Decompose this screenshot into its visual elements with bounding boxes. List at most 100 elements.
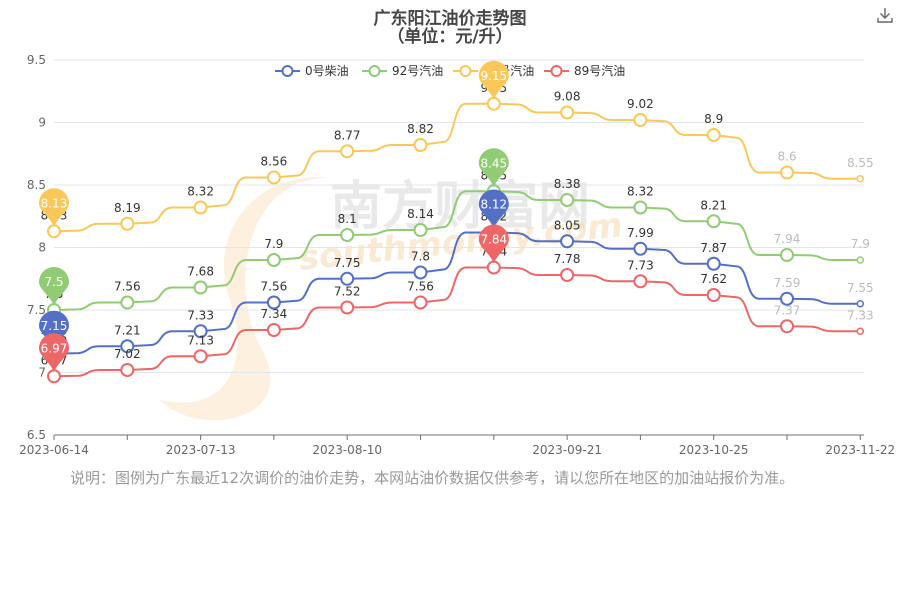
data-label: 7.33 xyxy=(847,308,874,322)
data-point[interactable] xyxy=(856,256,865,264)
data-point[interactable] xyxy=(413,295,428,310)
pin-shape xyxy=(478,148,509,188)
data-point[interactable] xyxy=(340,144,355,159)
series-line xyxy=(53,190,861,311)
watermark: 南方财富网 southmoney.com xyxy=(160,177,624,421)
data-label: 8.32 xyxy=(187,185,214,199)
data-point[interactable] xyxy=(633,200,648,215)
pin-marker: 7.84 xyxy=(478,224,509,264)
data-point[interactable] xyxy=(120,216,135,231)
data-label: 8.9 xyxy=(704,112,723,126)
chart-title: 广东阳江油价走势图 xyxy=(373,9,527,29)
axes: 6.5 7 7.5 8 8.5 9 9.5 2023-06-14 2023-07-13 2023-… xyxy=(19,53,895,457)
data-label: 8.14 xyxy=(407,207,434,221)
data-point[interactable] xyxy=(706,256,721,271)
x-tick-label: 2023-07-13 xyxy=(166,443,236,457)
legend-item[interactable]: 0号柴油 xyxy=(275,64,349,78)
legend-label: 0号柴油 xyxy=(305,64,349,78)
data-point[interactable] xyxy=(780,248,794,262)
data-label: 8.32 xyxy=(627,185,654,199)
data-label: 8.19 xyxy=(114,201,141,215)
data-point[interactable] xyxy=(193,349,208,364)
data-label: 7.02 xyxy=(114,347,141,361)
x-tick-label: 2023-11-22 xyxy=(825,443,895,457)
pin-markers: 7.15 7.5 8.13 6.97 8.12 8.45 9.15 7.84 xyxy=(39,60,509,373)
data-point[interactable] xyxy=(413,223,428,237)
data-point[interactable] xyxy=(706,288,721,302)
data-point[interactable] xyxy=(413,265,428,280)
data-point[interactable] xyxy=(856,327,865,335)
data-point[interactable] xyxy=(560,193,575,207)
data-point[interactable] xyxy=(560,268,575,282)
data-point[interactable] xyxy=(266,323,281,337)
y-tick-label: 9.5 xyxy=(27,53,46,67)
data-point[interactable] xyxy=(633,113,648,127)
data-point[interactable] xyxy=(856,175,865,183)
data-label: 7.56 xyxy=(114,280,141,294)
series-line xyxy=(53,231,861,355)
chart-subtitle: （单位：元/升） xyxy=(387,27,513,47)
data-point[interactable] xyxy=(120,363,135,377)
data-point[interactable] xyxy=(706,214,721,229)
data-point[interactable] xyxy=(120,339,135,354)
data-point[interactable] xyxy=(780,291,794,306)
data-label: 7.62 xyxy=(700,272,727,286)
data-label: 7.99 xyxy=(627,226,654,240)
pin-shape xyxy=(39,188,69,228)
data-point[interactable] xyxy=(780,165,794,180)
data-label: 7.37 xyxy=(774,303,801,317)
x-tick-label: 2023-06-14 xyxy=(19,443,89,457)
data-point[interactable] xyxy=(413,138,428,152)
data-point[interactable] xyxy=(340,300,355,315)
pin-label: 7.15 xyxy=(41,319,68,333)
legend-symbol xyxy=(368,65,381,77)
data-point[interactable] xyxy=(193,280,208,295)
data-point[interactable] xyxy=(340,271,355,286)
data-label: 7.56 xyxy=(261,280,288,294)
legend[interactable]: 0号柴油 92号汽油 95号汽油 89号汽油 xyxy=(275,63,625,78)
data-label: 8.77 xyxy=(334,128,361,142)
pin-marker: 7.5 xyxy=(39,267,69,306)
data-label: 7.52 xyxy=(334,285,361,299)
pin-label: 7.84 xyxy=(480,233,507,247)
data-point[interactable] xyxy=(780,319,794,334)
data-point[interactable] xyxy=(193,324,208,339)
download-icon[interactable] xyxy=(876,6,894,24)
legend-symbol xyxy=(281,65,294,77)
data-label: 7.75 xyxy=(334,256,361,270)
data-point[interactable] xyxy=(633,274,648,289)
pin-marker: 7.15 xyxy=(39,310,69,350)
pin-label: 8.13 xyxy=(41,196,68,210)
pin-shape xyxy=(478,189,509,229)
data-label: 8.82 xyxy=(407,122,434,136)
data-point[interactable] xyxy=(706,128,721,142)
data-point[interactable] xyxy=(633,241,648,256)
data-label: 8.56 xyxy=(261,155,288,169)
data-label: 7.34 xyxy=(261,307,288,321)
data-point[interactable] xyxy=(856,300,865,308)
data-point[interactable] xyxy=(120,295,135,310)
data-label: 9.08 xyxy=(554,90,581,104)
pin-label: 7.5 xyxy=(44,275,63,289)
x-tick-label: 2023-10-25 xyxy=(679,443,749,457)
pin-marker: 8.45 xyxy=(478,148,509,188)
data-point[interactable] xyxy=(266,295,281,310)
pin-marker: 8.12 xyxy=(478,189,509,229)
legend-symbol xyxy=(459,65,472,77)
data-label: 7.8 xyxy=(411,250,430,264)
legend-item[interactable]: 89号汽油 xyxy=(544,63,625,78)
legend-item[interactable]: 92号汽油 xyxy=(362,63,443,78)
data-point[interactable] xyxy=(560,105,575,120)
x-tick-label: 2023-08-10 xyxy=(312,443,382,457)
pin-label: 9.15 xyxy=(480,69,507,83)
data-point[interactable] xyxy=(560,234,575,249)
data-point[interactable] xyxy=(340,228,355,242)
data-label: 8.21 xyxy=(700,198,727,212)
data-point[interactable] xyxy=(266,170,281,185)
data-label: 9.02 xyxy=(627,97,654,111)
data-point[interactable] xyxy=(193,200,208,215)
download-icon-glyph xyxy=(877,8,893,23)
grid xyxy=(54,59,864,373)
data-point[interactable] xyxy=(266,253,281,267)
